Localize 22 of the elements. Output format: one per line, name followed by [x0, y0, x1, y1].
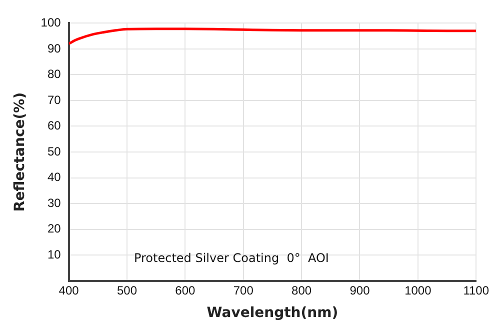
y-tick-label: 90 [47, 41, 62, 56]
y-tick-label: 80 [47, 67, 62, 82]
y-tick-label: 70 [47, 92, 62, 107]
x-tick-label: 700 [233, 283, 254, 298]
annotation: Protected Silver Coating 0° AOI [134, 250, 329, 265]
x-tick-label: 600 [175, 283, 196, 298]
y-tick-label: 50 [47, 144, 62, 158]
y-tick-label: 30 [47, 196, 62, 210]
y-tick-label: 60 [47, 118, 62, 133]
y-axis-title: Reflectance(%) [12, 92, 28, 212]
x-tick-label: 500 [116, 283, 138, 298]
x-tick-label: 800 [292, 283, 312, 298]
x-tick-label: 400 [58, 283, 80, 298]
x-axis-title: Wavelength(nm) [206, 305, 338, 322]
y-tick-label: 40 [47, 170, 62, 184]
line-series [68, 28, 476, 46]
y-tick-label: 20 [47, 222, 62, 236]
y-tick-label: 10 [47, 247, 62, 262]
y-tick-label: 100 [40, 16, 62, 30]
x-tick-label: 1100 [463, 283, 490, 298]
x-tick-label: 1000 [404, 283, 432, 298]
x-tick-label: 900 [350, 283, 370, 298]
